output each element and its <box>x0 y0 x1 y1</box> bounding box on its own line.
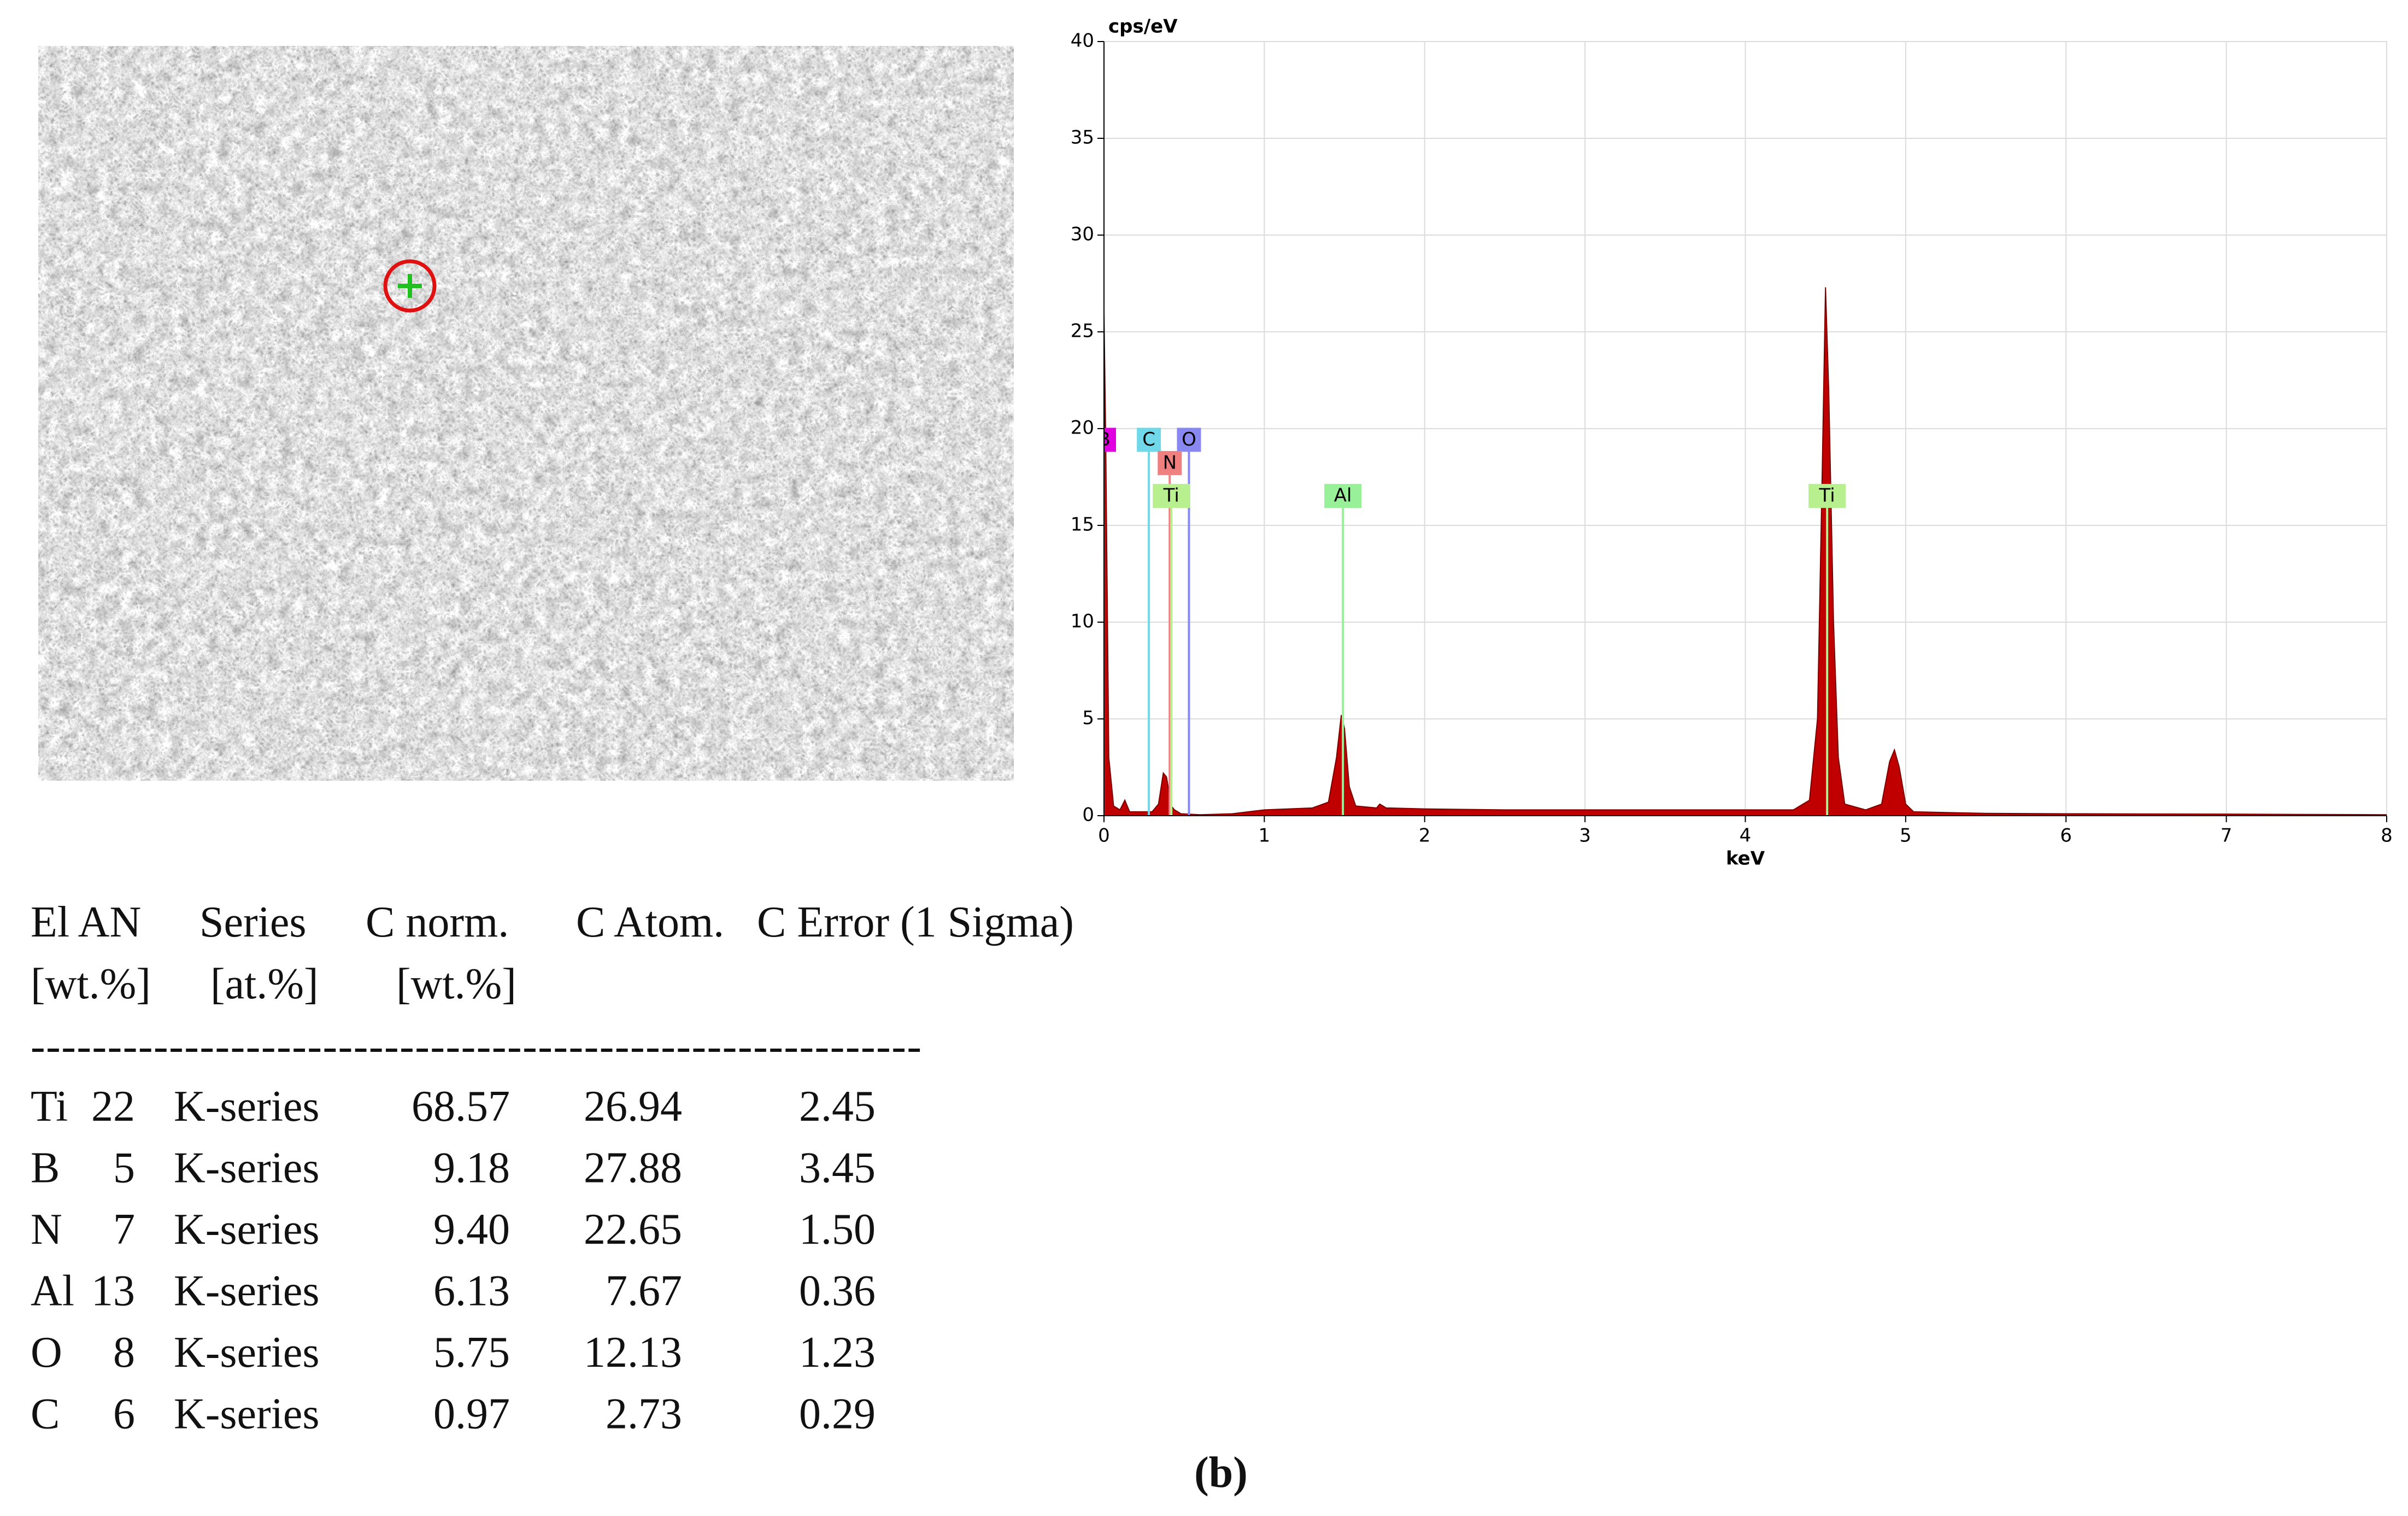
table-cell: N <box>31 1205 62 1254</box>
table-cell: 22.65 <box>584 1205 682 1254</box>
header-cell: Series <box>199 898 307 946</box>
element-markers: B C ON Ti Al Ti <box>1097 428 1846 816</box>
table-cell: 0.36 <box>799 1267 876 1315</box>
y-tick-label: 10 <box>1071 611 1094 633</box>
x-axis-label: keV <box>1726 848 1765 870</box>
marker-box <box>1177 428 1201 452</box>
table-cell: K-series <box>174 1082 320 1131</box>
y-tick-label: 5 <box>1082 707 1094 729</box>
table-cell: 2.73 <box>606 1390 682 1438</box>
marker-label: Ti <box>1819 485 1835 507</box>
table-cell: 1.23 <box>799 1328 876 1377</box>
marker-label: O <box>1182 429 1196 450</box>
x-tick-label: 5 <box>1900 825 1912 847</box>
x-tick-label: 7 <box>2221 825 2233 847</box>
table-cell: 5 <box>113 1144 135 1192</box>
unit-cell: [wt.%] <box>31 960 151 1008</box>
table-cell: 9.40 <box>433 1205 510 1254</box>
x-tick-label: 3 <box>1579 825 1591 847</box>
spectrum-chart: 0 5 10 15 20 25 30 35 40 0 1 2 3 4 5 6 7 8 cps/eV keV B C ON Ti… <box>1071 16 2393 870</box>
caption: (b) <box>1194 1449 1248 1497</box>
separator: ----------------------------------------… <box>31 1022 921 1070</box>
table-cell: 2.45 <box>799 1082 876 1131</box>
table-cell: K-series <box>174 1390 320 1438</box>
table-cell: K-series <box>174 1267 320 1315</box>
marker-label: Ti <box>1163 485 1179 507</box>
y-tick-label: 25 <box>1071 320 1094 342</box>
marker-label: B <box>1097 429 1110 450</box>
x-tick-label: 6 <box>2060 825 2072 847</box>
table-cell: 6 <box>113 1390 135 1438</box>
table-cell: 13 <box>91 1267 135 1315</box>
marker-label: Al <box>1334 485 1352 507</box>
y-tick-label: 30 <box>1071 224 1094 245</box>
table-cell: 7 <box>113 1205 135 1254</box>
table-cell: C <box>31 1390 60 1438</box>
x-tick-label: 8 <box>2381 825 2393 847</box>
table-cell: 9.18 <box>433 1144 510 1192</box>
x-tick-label: 2 <box>1419 825 1431 847</box>
header-cell: C Error (1 Sigma) <box>757 898 1074 946</box>
marker-label: C <box>1142 429 1155 450</box>
marker-box <box>1158 450 1182 475</box>
result-table: El AN Series C norm. C Atom. C Error (1 Sigm… <box>31 898 1074 1438</box>
table-cell: O <box>31 1328 62 1377</box>
table-cell: K-series <box>174 1144 320 1192</box>
header-cell: C norm. <box>366 898 509 946</box>
table-cell: 7.67 <box>606 1267 682 1315</box>
x-tick-label: 1 <box>1259 825 1271 847</box>
sem-image <box>38 46 1014 781</box>
table-cell: K-series <box>174 1328 320 1377</box>
table-cell: K-series <box>174 1205 320 1254</box>
marker-box <box>1104 428 1116 452</box>
table-cell: 0.97 <box>433 1390 510 1438</box>
table-cell: 22 <box>91 1082 135 1131</box>
table-cell: Al <box>31 1267 74 1315</box>
table-cell: 68.57 <box>412 1082 510 1131</box>
y-tick-label: 20 <box>1071 417 1094 439</box>
marker-box <box>1808 484 1846 508</box>
spectrum-area <box>1104 287 2387 816</box>
table-cell: Ti <box>31 1082 68 1131</box>
marker-box <box>1324 484 1362 508</box>
table-cell: 3.45 <box>799 1144 876 1192</box>
y-axis-label: cps/eV <box>1108 16 1178 38</box>
marker-label: N <box>1163 452 1177 473</box>
header-cell: El AN <box>31 898 141 946</box>
table-cell: 6.13 <box>433 1267 510 1315</box>
table-cell: 12.13 <box>584 1328 682 1377</box>
y-tick-label: 15 <box>1071 514 1094 536</box>
marker-box <box>1137 428 1161 452</box>
table-cell: 8 <box>113 1328 135 1377</box>
unit-cell: [at.%] <box>210 960 319 1008</box>
x-tick-label: 0 <box>1098 825 1110 847</box>
table-cell: B <box>31 1144 60 1192</box>
table-cell: 0.29 <box>799 1390 876 1438</box>
unit-cell: [wt.%] <box>396 960 516 1008</box>
header-cell: C Atom. <box>576 898 724 946</box>
x-tick-label: 4 <box>1740 825 1752 847</box>
y-tick-label: 35 <box>1071 127 1094 149</box>
table-cell: 26.94 <box>584 1082 682 1131</box>
table-cell: 1.50 <box>799 1205 876 1254</box>
marker-box <box>1153 484 1190 508</box>
table-cell: 27.88 <box>584 1144 682 1192</box>
table-cell: 5.75 <box>433 1328 510 1377</box>
y-tick-label: 40 <box>1071 30 1094 52</box>
y-tick-label: 0 <box>1082 804 1094 826</box>
